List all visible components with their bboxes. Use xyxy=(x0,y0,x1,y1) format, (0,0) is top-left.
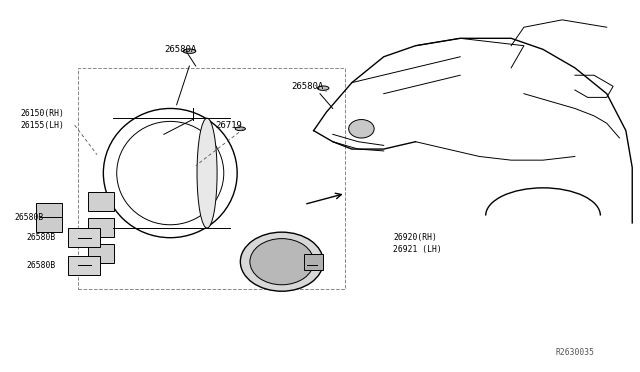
Ellipse shape xyxy=(236,127,246,131)
Text: 26920(RH)
26921 (LH): 26920(RH) 26921 (LH) xyxy=(394,233,442,254)
Text: 26150(RH)
26155(LH): 26150(RH) 26155(LH) xyxy=(20,109,65,130)
Ellipse shape xyxy=(241,232,323,291)
FancyBboxPatch shape xyxy=(68,256,100,275)
Text: 26580A: 26580A xyxy=(291,82,324,91)
Text: R2630035: R2630035 xyxy=(556,348,595,357)
FancyBboxPatch shape xyxy=(36,203,62,232)
Ellipse shape xyxy=(250,238,314,285)
Ellipse shape xyxy=(183,49,196,54)
Text: 26719: 26719 xyxy=(215,121,242,129)
Ellipse shape xyxy=(317,86,329,90)
Text: 26580B: 26580B xyxy=(27,261,56,270)
Text: 26580B: 26580B xyxy=(14,213,44,222)
FancyBboxPatch shape xyxy=(304,254,323,270)
FancyBboxPatch shape xyxy=(68,228,100,247)
FancyBboxPatch shape xyxy=(88,244,113,263)
Text: 26580B: 26580B xyxy=(27,233,56,242)
Text: 26580A: 26580A xyxy=(164,45,196,54)
FancyBboxPatch shape xyxy=(88,192,113,211)
FancyBboxPatch shape xyxy=(88,218,113,237)
Ellipse shape xyxy=(349,119,374,138)
Ellipse shape xyxy=(197,118,217,228)
